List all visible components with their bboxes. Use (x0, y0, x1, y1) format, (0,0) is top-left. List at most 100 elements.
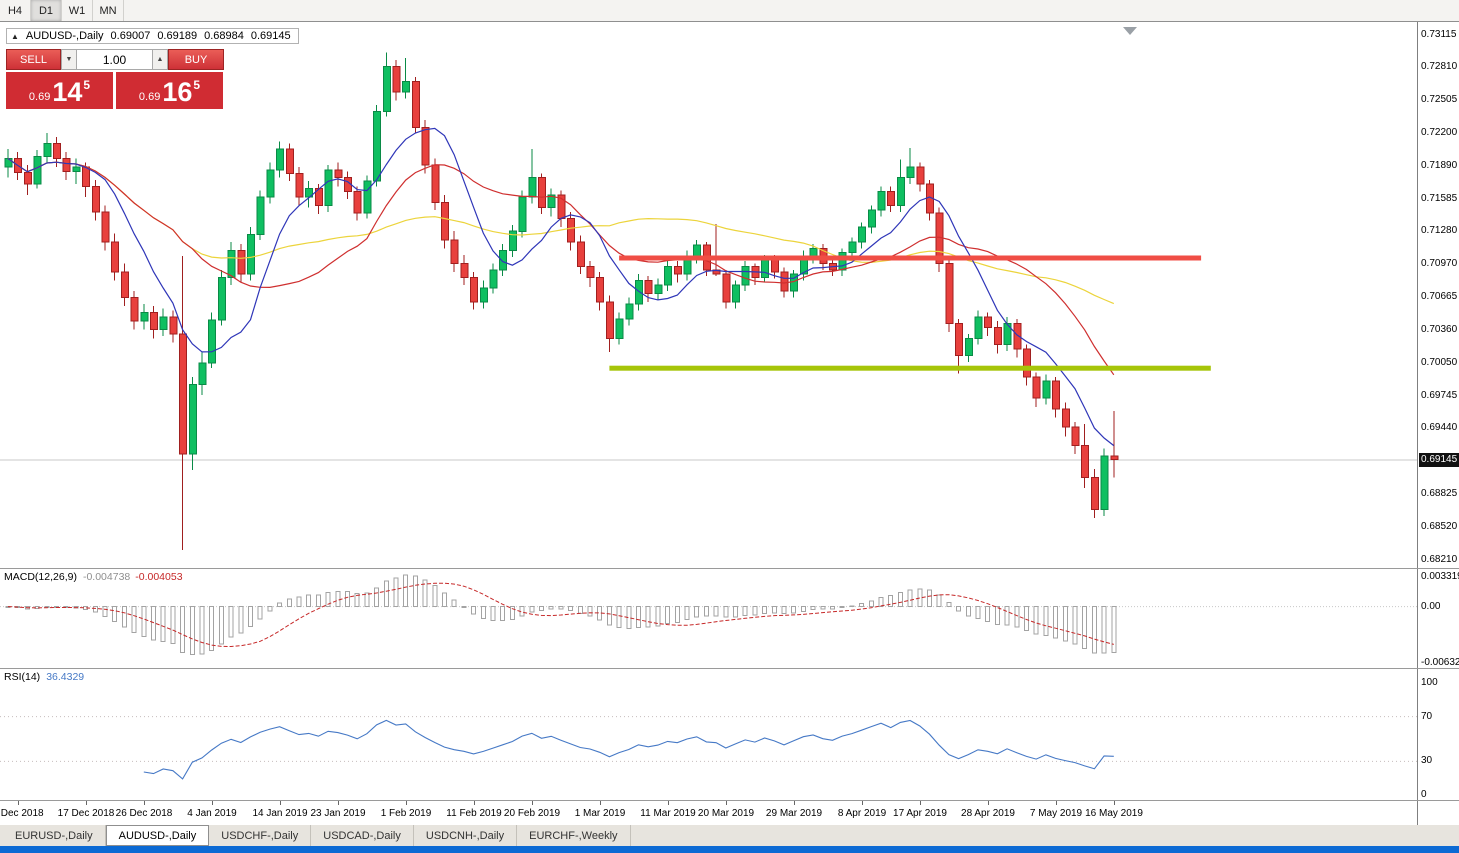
price-tick-label: 0.71890 (1421, 160, 1458, 171)
volume-input[interactable] (77, 49, 152, 70)
price-tick-label: 0.70050 (1421, 357, 1458, 368)
date-tick-label: 20 Feb 2019 (503, 808, 561, 819)
macd-axis[interactable]: 0.003319 0.00 -0.006325 (1417, 569, 1459, 668)
chart-tab-bar: EURUSD-,Daily AUDUSD-,Daily USDCHF-,Daily U… (0, 824, 1459, 846)
date-tick-label: 1 Feb 2019 (380, 808, 432, 819)
date-tick-label: 7 Dec 2018 (0, 808, 44, 819)
price-tick-label: 0.68210 (1421, 554, 1458, 565)
date-tick-label: 29 Mar 2019 (765, 808, 823, 819)
timeframe-button-h4[interactable]: H4 (0, 0, 31, 21)
macd-signal-value: -0.004053 (135, 571, 183, 583)
price-tick-label: 0.70360 (1421, 324, 1458, 335)
date-tick-label: 16 May 2019 (1085, 808, 1143, 819)
date-tick-label: 4 Jan 2019 (187, 808, 237, 819)
macd-canvas[interactable] (0, 569, 1417, 668)
one-click-trade-panel: SELL ▼ ▲ BUY 0.69 14 5 0.69 16 5 (6, 49, 224, 109)
rsi-panel: RSI(14) 36.4329 (0, 669, 1417, 800)
timeframe-button-mn[interactable]: MN (93, 0, 124, 21)
chart-shift-marker (1123, 27, 1137, 35)
date-tick-mark (1114, 801, 1115, 805)
date-tick-mark (862, 801, 863, 805)
chart-tab-audusd-daily[interactable]: AUDUSD-,Daily (105, 825, 210, 846)
rsi-axis[interactable]: 100 70 30 0 (1417, 669, 1459, 800)
main-chart-panel: ▲ AUDUSD-,Daily 0.69007 0.69189 0.68984 … (0, 22, 1417, 568)
sell-price-pip: 5 (83, 78, 91, 92)
rsi-value: 36.4329 (46, 671, 85, 683)
ohlc-high: 0.69189 (157, 30, 198, 42)
price-tick-label: 0.70665 (1421, 291, 1458, 302)
date-tick-mark (474, 801, 475, 805)
macd-label: MACD(12,26,9) -0.004738 -0.004053 (4, 571, 183, 583)
ohlc-low: 0.68984 (204, 30, 244, 42)
date-tick-mark (18, 801, 19, 805)
rsi-canvas[interactable] (0, 669, 1417, 800)
date-tick-label: 17 Apr 2019 (893, 808, 947, 819)
volume-increase-button[interactable]: ▲ (152, 49, 168, 70)
rsi-tick-label: 30 (1421, 755, 1433, 766)
symbol-header: ▲ AUDUSD-,Daily 0.69007 0.69189 0.68984 … (6, 28, 299, 44)
rsi-tick-label: 0 (1421, 789, 1427, 800)
buy-price-pip: 5 (193, 78, 201, 92)
price-tick-label: 0.72505 (1421, 94, 1458, 105)
timeframe-button-w1[interactable]: W1 (62, 0, 93, 21)
date-tick-label: 11 Mar 2019 (640, 808, 696, 819)
price-tick-label: 0.73115 (1421, 29, 1457, 40)
price-tick-label: 0.68520 (1421, 521, 1458, 532)
price-tick-label: 0.72810 (1421, 61, 1458, 72)
ohlc-open: 0.69007 (110, 30, 151, 42)
price-tick-label: 0.69440 (1421, 422, 1458, 433)
rsi-tick-label: 70 (1421, 711, 1433, 722)
chart-tab-usdcad-daily[interactable]: USDCAD-,Daily (311, 825, 414, 846)
current-price-tag: 0.69145 (1419, 453, 1459, 467)
buy-button[interactable]: BUY (168, 49, 224, 70)
date-tick-mark (1056, 801, 1057, 805)
macd-tick-label: 0.00 (1421, 601, 1441, 612)
sell-button[interactable]: SELL (6, 49, 61, 70)
date-tick-mark (726, 801, 727, 805)
date-tick-mark (86, 801, 87, 805)
macd-tick-label: -0.006325 (1421, 657, 1459, 668)
date-tick-label: 28 Apr 2019 (961, 808, 1015, 819)
rsi-label: RSI(14) 36.4329 (4, 671, 85, 683)
date-tick-label: 1 Mar 2019 (574, 808, 626, 819)
price-tick-label: 0.71585 (1421, 193, 1458, 204)
chart-tab-usdcnh-daily[interactable]: USDCNH-,Daily (414, 825, 518, 846)
date-tick-mark (532, 801, 533, 805)
chart-tab-eurusd-daily[interactable]: EURUSD-,Daily (3, 825, 106, 846)
sell-price-box[interactable]: 0.69 14 5 (6, 72, 113, 109)
main-chart-canvas[interactable] (0, 22, 1417, 568)
buy-price-big: 16 (162, 77, 193, 107)
ohlc-close: 0.69145 (250, 30, 291, 42)
price-tick-label: 0.72200 (1421, 127, 1458, 138)
timeframe-button-d1[interactable]: D1 (31, 0, 62, 21)
rsi-tick-label: 100 (1421, 677, 1438, 688)
status-bar (0, 846, 1459, 853)
date-tick-mark (600, 801, 601, 805)
macd-main-value: -0.004738 (82, 571, 131, 583)
macd-panel: MACD(12,26,9) -0.004738 -0.004053 (0, 569, 1417, 668)
price-axis[interactable]: 0.69145 0.73115 0.72810 0.72505 0.72200 0.71… (1417, 22, 1459, 568)
date-tick-label: 17 Dec 2018 (57, 808, 115, 819)
date-tick-mark (794, 801, 795, 805)
chart-tab-usdchf-daily[interactable]: USDCHF-,Daily (209, 825, 312, 846)
date-tick-label: 26 Dec 2018 (115, 808, 173, 819)
date-tick-label: 23 Jan 2019 (310, 808, 366, 819)
date-tick-label: 20 Mar 2019 (697, 808, 755, 819)
macd-tick-label: 0.003319 (1421, 571, 1459, 582)
sell-price-prefix: 0.69 (28, 91, 51, 103)
date-tick-mark (406, 801, 407, 805)
buy-price-box[interactable]: 0.69 16 5 (116, 72, 223, 109)
date-tick-label: 8 Apr 2019 (837, 808, 887, 819)
date-axis-corner (1417, 801, 1459, 825)
volume-decrease-button[interactable]: ▼ (61, 49, 77, 70)
timeframe-toolbar: H4 D1 W1 MN (0, 0, 1459, 22)
date-tick-mark (280, 801, 281, 805)
price-tick-label: 0.69745 (1421, 390, 1458, 401)
date-tick-mark (988, 801, 989, 805)
price-tick-label: 0.71280 (1421, 225, 1458, 236)
chart-tab-eurchf-weekly[interactable]: EURCHF-,Weekly (517, 825, 631, 846)
date-tick-label: 14 Jan 2019 (252, 808, 308, 819)
collapse-arrow-icon[interactable]: ▲ (11, 31, 19, 41)
